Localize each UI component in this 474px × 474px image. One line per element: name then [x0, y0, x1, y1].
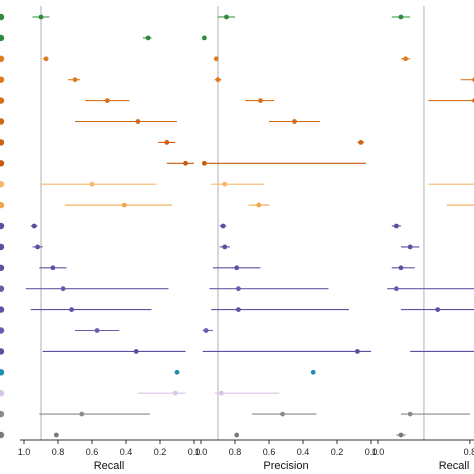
data-point: [94, 328, 100, 333]
x-tick-label: 0.2: [331, 447, 344, 457]
data-point: [222, 181, 228, 187]
data-point: [215, 77, 221, 83]
data-point: [38, 14, 44, 20]
data-point: [183, 160, 188, 166]
data-point: [202, 35, 207, 41]
row-marker: [0, 160, 5, 167]
data-point: [398, 14, 404, 20]
x-axis-title: Recall: [439, 460, 470, 472]
x-tick-label: 1.0: [372, 447, 385, 457]
data-point: [213, 56, 219, 62]
x-tick-label: 1.0: [18, 447, 31, 457]
row-marker: [0, 139, 5, 146]
x-tick-label: 0.0: [365, 447, 378, 457]
data-point: [69, 307, 74, 312]
data-point: [219, 390, 224, 396]
data-point: [355, 349, 360, 354]
row-marker: [0, 348, 5, 355]
row-marker: [0, 76, 5, 83]
data-point: [292, 119, 297, 124]
data-point: [310, 369, 316, 375]
row-marker: [0, 118, 5, 125]
row-marker: [0, 327, 5, 334]
x-axis-title: Precision: [263, 460, 308, 472]
data-point: [222, 244, 228, 250]
data-point: [31, 223, 37, 229]
data-point: [403, 56, 408, 62]
data-point: [72, 77, 78, 83]
data-point: [398, 432, 404, 438]
data-point: [43, 56, 49, 62]
data-point: [53, 432, 59, 438]
data-point: [203, 328, 209, 333]
x-tick-label: 1.0: [195, 447, 208, 457]
x-tick-label: 0.4: [120, 447, 133, 457]
data-point: [133, 349, 139, 354]
data-point: [236, 307, 241, 312]
data-point: [174, 369, 180, 375]
data-point: [435, 307, 441, 312]
data-point: [258, 98, 263, 103]
data-point: [407, 411, 413, 417]
data-point: [236, 286, 241, 292]
row-marker: [0, 97, 5, 104]
panel-recall-second: 1.0 0.8 Recall: [372, 6, 474, 472]
data-point: [393, 286, 399, 292]
row-marker: [0, 285, 5, 292]
data-point: [35, 244, 40, 250]
data-point: [60, 286, 66, 292]
x-tick-label: 0.8: [229, 447, 242, 457]
row-marker: [0, 13, 5, 21]
x-axis-title: Recall: [94, 460, 125, 472]
data-point: [135, 119, 141, 124]
data-point: [256, 202, 262, 208]
x-tick-label: 0.6: [263, 447, 276, 457]
data-point: [50, 265, 56, 271]
row-marker: [0, 201, 5, 209]
x-tick-label: 0.8: [464, 447, 474, 457]
data-point: [234, 432, 240, 438]
x-tick-label: 0.4: [297, 447, 310, 457]
row-marker: [0, 369, 5, 376]
panel-precision: 1.0 0.8 0.6 0.4 0.2 0.0 Precision: [195, 6, 378, 472]
row-marker: [0, 243, 5, 251]
data-point: [220, 223, 226, 229]
data-point: [407, 244, 413, 250]
panel-recall: 1.0 0.8 0.6 0.4 0.2 0.0 Recall: [18, 6, 201, 472]
row-marker: [0, 34, 5, 42]
data-point: [358, 140, 364, 145]
x-tick-label: 0.8: [52, 447, 65, 457]
data-point: [89, 181, 95, 187]
data-point: [79, 411, 85, 417]
row-marker: [0, 55, 5, 62]
x-tick-label: 0.2: [154, 447, 167, 457]
data-point: [104, 98, 110, 103]
data-point: [398, 265, 404, 271]
data-point: [121, 202, 127, 208]
x-tick-label: 0.0: [188, 447, 201, 457]
data-point: [145, 35, 151, 41]
row-marker: [0, 410, 5, 418]
row-marker: [0, 264, 5, 271]
row-markers: [0, 13, 5, 439]
row-marker: [0, 181, 5, 188]
row-marker: [0, 306, 5, 313]
data-point: [393, 223, 399, 229]
data-point: [164, 140, 170, 145]
x-tick-label: 0.6: [86, 447, 99, 457]
row-marker: [0, 431, 5, 439]
data-point: [202, 160, 207, 166]
row-marker: [0, 390, 5, 397]
row-marker: [0, 222, 5, 230]
data-point: [172, 390, 178, 396]
data-point: [234, 265, 240, 271]
data-point: [224, 14, 229, 20]
data-point: [280, 411, 285, 417]
